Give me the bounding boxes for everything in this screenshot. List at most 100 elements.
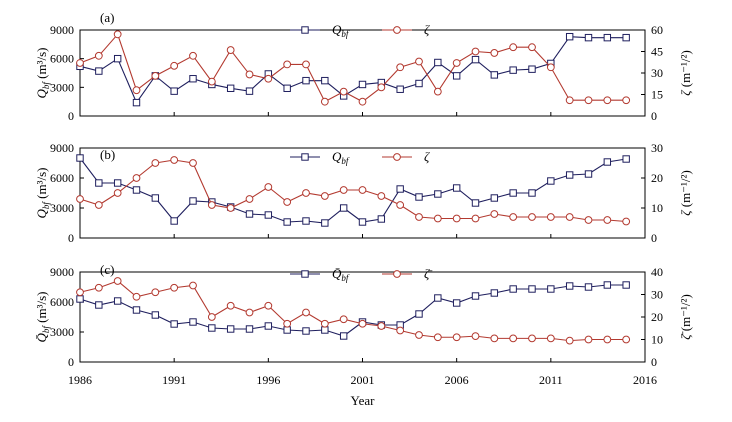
data-point-q: [490, 71, 499, 79]
data-point-zeta: [189, 51, 197, 60]
data-point-zeta: [94, 51, 103, 60]
data-point-q: [245, 325, 254, 333]
data-point-zeta: [226, 204, 235, 212]
data-point-zeta: [113, 277, 122, 285]
data-point-q: [170, 320, 178, 328]
data-point-q: [132, 306, 141, 314]
data-point-q: [113, 54, 122, 63]
x-tick-label: 2006: [445, 373, 469, 387]
data-point-zeta: [207, 313, 216, 321]
data-point-zeta: [245, 195, 254, 203]
data-point-zeta: [433, 333, 442, 342]
data-point-zeta: [245, 70, 254, 79]
data-point-q: [302, 76, 310, 85]
chart-panel-1: 0 3000 6000 9000 0 15 30 45 60 Qbf (m³/s) ζ (m⁻¹/²…: [34, 10, 693, 123]
data-point-zeta: [132, 174, 141, 182]
x-tick-label: 2001: [351, 373, 375, 387]
y-left-tick-label: 6000: [50, 295, 74, 309]
y-left-tick-label: 3000: [50, 325, 74, 339]
data-point-zeta: [396, 326, 405, 335]
data-point-q: [226, 325, 235, 333]
data-point-zeta: [170, 61, 179, 70]
data-point-zeta: [565, 96, 574, 105]
data-point-zeta: [358, 319, 367, 328]
data-point-q: [622, 281, 630, 289]
legend-label-q: Q̄bf: [332, 266, 350, 283]
data-point-zeta: [622, 217, 631, 226]
data-point-q: [76, 154, 84, 162]
legend-marker-circle: [393, 153, 401, 161]
data-point-zeta: [603, 216, 612, 224]
data-point-zeta: [358, 186, 367, 194]
data-point-q: [584, 283, 593, 291]
data-point-zeta: [603, 96, 612, 105]
data-point-q: [339, 204, 348, 212]
data-point-zeta: [509, 334, 518, 343]
data-point-zeta: [528, 43, 536, 52]
data-point-q: [283, 326, 291, 334]
data-point-q: [603, 281, 612, 289]
data-point-q: [264, 211, 273, 219]
data-point-q: [189, 75, 197, 83]
y-left-tick-label: 6000: [50, 52, 74, 66]
chart-panel-3: 0 3000 6000 9000 0 10 20 30 40 Q̄bf (m³/s) ζ̄ (m⁻¹…: [34, 262, 693, 369]
y-left-tick-label: 9000: [50, 141, 74, 155]
data-point-q: [584, 33, 593, 42]
data-point-q: [245, 210, 254, 218]
data-point-zeta: [603, 335, 612, 344]
data-point-q: [170, 217, 178, 225]
data-point-q: [396, 185, 404, 193]
legend-marker-circle: [393, 26, 401, 34]
x-tick-label: 2016: [633, 373, 657, 387]
legend-label-zeta: ζ̄: [424, 266, 433, 281]
data-point-zeta: [452, 333, 461, 342]
data-point-zeta: [113, 189, 122, 197]
data-point-zeta: [415, 213, 423, 221]
y-right-tick-label: 15: [651, 88, 663, 102]
legend-label-zeta: ζ: [424, 149, 430, 164]
data-point-zeta: [584, 96, 593, 105]
data-point-zeta: [283, 319, 292, 328]
data-point-q: [151, 311, 160, 319]
data-point-zeta: [339, 186, 348, 194]
data-point-zeta: [283, 198, 292, 206]
data-point-zeta: [283, 60, 292, 69]
data-point-q: [434, 294, 442, 302]
data-point-zeta: [264, 74, 273, 83]
data-point-q: [471, 55, 480, 64]
data-point-zeta: [509, 213, 518, 221]
data-point-zeta: [565, 336, 574, 345]
data-point-q: [283, 218, 291, 226]
data-point-zeta: [94, 283, 103, 292]
panel-label: (b): [100, 147, 115, 162]
data-point-zeta: [189, 281, 197, 290]
y-right-tick-label: 10: [651, 333, 663, 347]
data-point-q: [415, 310, 423, 318]
y-right-tick-label: 40: [651, 265, 663, 279]
data-point-q: [528, 285, 536, 293]
data-point-q: [584, 170, 593, 178]
data-point-q: [76, 295, 84, 303]
data-point-zeta: [226, 301, 235, 310]
y-left-tick-label: 9000: [50, 23, 74, 37]
data-point-zeta: [207, 201, 216, 209]
legend-marker-square: [301, 153, 309, 161]
data-point-q: [452, 72, 461, 80]
data-point-zeta: [622, 96, 631, 105]
data-point-q: [528, 189, 536, 197]
data-point-q: [189, 197, 197, 205]
data-point-zeta: [622, 335, 631, 344]
data-point-zeta: [452, 214, 461, 223]
legend-marker-square: [301, 270, 309, 278]
y-right-axis-label: ζ (m⁻¹/²): [678, 170, 693, 216]
data-point-zeta: [528, 334, 536, 343]
data-point-q: [208, 324, 216, 332]
data-point-zeta: [452, 59, 461, 67]
data-point-q: [565, 171, 574, 179]
data-point-zeta: [415, 57, 423, 66]
data-point-zeta: [264, 301, 273, 310]
y-right-tick-label: 60: [651, 23, 663, 37]
y-right-tick-label: 20: [651, 310, 663, 324]
